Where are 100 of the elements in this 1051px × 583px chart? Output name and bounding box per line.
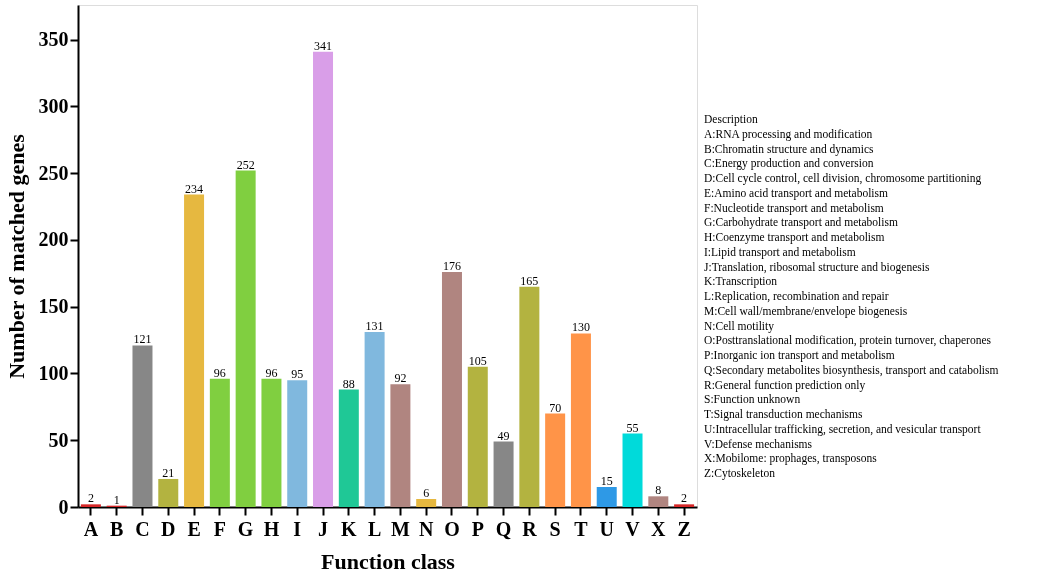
x-tick-label: B (110, 517, 124, 540)
data-label: 252 (236, 157, 255, 172)
bar (519, 286, 540, 507)
text: F:Nucleotide transport and metabolism (704, 201, 884, 215)
bar (674, 504, 695, 507)
bar (648, 496, 669, 507)
data-label: 15 (600, 473, 613, 488)
x-tick-label: O (444, 517, 460, 540)
data-label: 176 (442, 259, 461, 274)
text: Z:Cytoskeleton (704, 467, 776, 480)
x-tick-label: E (187, 517, 201, 540)
x-axis-title: Function class (321, 548, 456, 574)
text: X:Mobilome: prophages, transposons (704, 452, 878, 466)
text: O:Posttranslational modification, protein turnover, chaperones (704, 334, 992, 348)
x-tick-label: F (213, 517, 226, 540)
bar (493, 441, 514, 507)
x-tick-label: X (651, 517, 667, 540)
data-label: 49 (497, 428, 510, 443)
data-label: 21 (162, 465, 175, 480)
text: P:Inorganic ion transport and metabolism (704, 349, 895, 362)
bar (287, 380, 308, 507)
data-label: 165 (520, 273, 539, 288)
x-tick-label: K (341, 517, 358, 540)
data-label: 234 (185, 181, 204, 196)
data-label: 121 (133, 332, 152, 347)
bar (132, 345, 153, 507)
text: G:Carbohydrate transport and metabolism (704, 216, 898, 230)
x-tick-label: V (625, 517, 641, 540)
y-tick-label: 250 (38, 161, 69, 184)
text: V:Defense mechanisms (704, 437, 813, 450)
text: U:Intracellular trafficking, secretion, and vesicular transport (704, 422, 982, 436)
y-tick-label: 300 (38, 94, 69, 117)
x-tick-label: N (418, 517, 434, 540)
y-tick-label: 50 (48, 428, 69, 451)
y-tick-label: 200 (38, 228, 69, 251)
bar (261, 378, 282, 507)
y-tick-label: 150 (38, 295, 69, 318)
text: L:Replication, recombination and repair (704, 290, 889, 303)
y-tick-label: 0 (58, 495, 69, 518)
bar (313, 51, 334, 507)
x-tick-label: U (599, 517, 614, 540)
x-tick-label: C (135, 517, 150, 540)
bar (622, 433, 643, 507)
data-label: 131 (365, 319, 384, 334)
bar (184, 194, 205, 507)
bar (158, 478, 179, 507)
bar (338, 389, 359, 507)
data-label: 105 (468, 353, 487, 368)
data-label: 2 (87, 491, 94, 506)
text: C:Energy production and conversion (704, 157, 874, 171)
text: S:Function unknown (704, 393, 801, 406)
x-tick-label: Q (495, 517, 512, 540)
bar (416, 498, 437, 507)
y-axis-title: Number of matched genes (3, 133, 29, 379)
y-tick-label: 100 (38, 361, 69, 384)
x-tick-label: R (522, 517, 538, 540)
bar (390, 384, 411, 507)
text: I:Lipid transport and metabolism (704, 245, 856, 259)
x-tick-label: H (263, 517, 280, 540)
x-tick-label: Z (677, 517, 691, 540)
data-label: 70 (549, 400, 562, 415)
x-tick-label: A (83, 517, 99, 540)
text: H:Coenzyme transport and metabolism (704, 231, 885, 244)
text: B:Chromatin structure and dynamics (704, 142, 875, 156)
data-label: 2 (681, 491, 688, 506)
text: K:Transcription (704, 275, 778, 289)
data-label: 88 (342, 376, 355, 391)
data-label: 1 (113, 492, 120, 507)
x-tick-label: L (367, 517, 382, 540)
text: T:Signal transduction mechanisms (704, 408, 864, 421)
data-label: 92 (394, 371, 407, 386)
x-tick-label: G (237, 517, 254, 540)
data-label: 6 (423, 485, 430, 500)
bar (80, 504, 101, 507)
text: D:Cell cycle control, cell division, chromosome partitioning (704, 172, 982, 185)
bar (570, 333, 591, 507)
data-label: 130 (571, 320, 590, 335)
data-label: 341 (314, 38, 333, 53)
data-label: 8 (655, 483, 662, 498)
x-tick-label: T (574, 517, 589, 540)
bar (596, 486, 617, 507)
x-tick-label: J (318, 517, 329, 540)
text: E:Amino acid transport and metabolism (704, 186, 889, 200)
text: A:RNA processing and modification (704, 127, 873, 141)
bar (441, 272, 462, 507)
text: Q:Secondary metabolites biosynthesis, transport and catabolism (704, 363, 999, 377)
data-label: 96 (265, 365, 278, 380)
data-label: 95 (291, 367, 304, 382)
bar (545, 413, 566, 507)
text: J:Translation, ribosomal structure and biogenesis (704, 260, 930, 274)
x-tick-label: M (390, 517, 410, 540)
x-tick-label: S (549, 517, 561, 540)
data-label: 96 (213, 365, 226, 380)
x-tick-label: D (161, 517, 176, 540)
text: M:Cell wall/membrane/envelope biogenesis (704, 304, 908, 318)
y-tick-label: 350 (38, 28, 69, 51)
x-tick-label: P (471, 517, 484, 540)
bar (364, 332, 385, 507)
bar (209, 378, 230, 507)
bar (467, 366, 488, 507)
